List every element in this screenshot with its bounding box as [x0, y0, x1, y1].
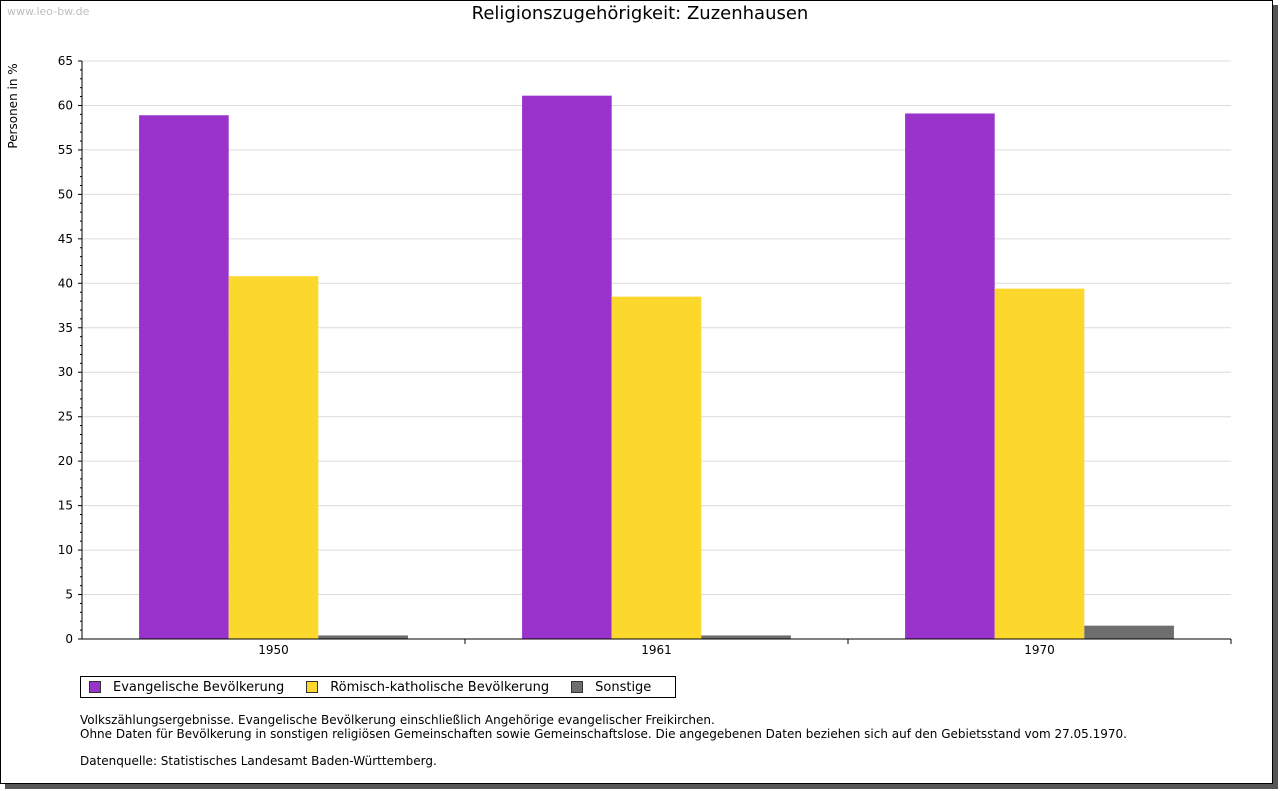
chart-title: Religionszugehörigkeit: Zuzenhausen: [471, 3, 809, 24]
y-axis-label: Personen in %: [6, 63, 20, 148]
watermark: www.leo-bw.de: [7, 5, 90, 18]
legend-swatch: [571, 681, 584, 693]
bar: [611, 296, 702, 639]
bar: [228, 276, 319, 639]
x-tick-label: 1950: [258, 643, 289, 657]
y-tick-label: 20: [58, 454, 73, 468]
note-line-1: Volkszählungsergebnisse. Evangelische Be…: [80, 713, 715, 727]
y-tick-label: 55: [58, 143, 73, 157]
y-tick-label: 60: [58, 98, 73, 112]
legend: Evangelische Bevölkerung Römisch-katholi…: [80, 676, 676, 698]
legend-item-katholisch: Römisch-katholische Bevölkerung: [306, 680, 549, 695]
bar: [318, 635, 408, 639]
y-tick-label: 30: [58, 365, 73, 379]
legend-label: Römisch-katholische Bevölkerung: [330, 679, 550, 695]
x-tick-label: 1970: [1024, 643, 1055, 657]
y-tick-label: 10: [58, 543, 73, 557]
y-tick-label: 40: [58, 276, 73, 290]
y-tick-label: 50: [58, 187, 73, 201]
axes: 0 5 10 15 20 25 30 35 40 45 50 55 60 65 1950 1961 1970: [58, 54, 1232, 657]
legend-swatch: [89, 681, 101, 693]
legend-item-evangelisch: Evangelische Bevölkerung: [89, 680, 284, 695]
bar: [1084, 625, 1174, 639]
x-tick-label: 1961: [641, 643, 672, 657]
bar: [522, 95, 612, 640]
legend-label: Evangelische Bevölkerung: [113, 679, 285, 695]
legend-swatch: [306, 681, 319, 693]
bars: [139, 95, 1174, 640]
bar: [701, 635, 791, 639]
bar: [994, 288, 1085, 639]
y-tick-label: 65: [58, 54, 73, 68]
legend-item-sonstige: Sonstige: [571, 680, 651, 695]
y-tick-label: 0: [65, 632, 73, 646]
y-tick-label: 45: [58, 232, 73, 246]
data-source: Datenquelle: Statistisches Landesamt Bad…: [80, 754, 437, 768]
y-tick-label: 5: [65, 588, 73, 602]
legend-label: Sonstige: [595, 679, 652, 695]
bar: [139, 115, 229, 639]
chart-notes: Volkszählungsergebnisse. Evangelische Be…: [80, 713, 1127, 768]
y-tick-label: 25: [58, 410, 73, 424]
y-tick-label: 15: [58, 499, 73, 513]
note-line-2: Ohne Daten für Bevölkerung in sonstigen …: [80, 727, 1127, 741]
y-tick-label: 35: [58, 321, 73, 335]
bar: [905, 113, 995, 640]
